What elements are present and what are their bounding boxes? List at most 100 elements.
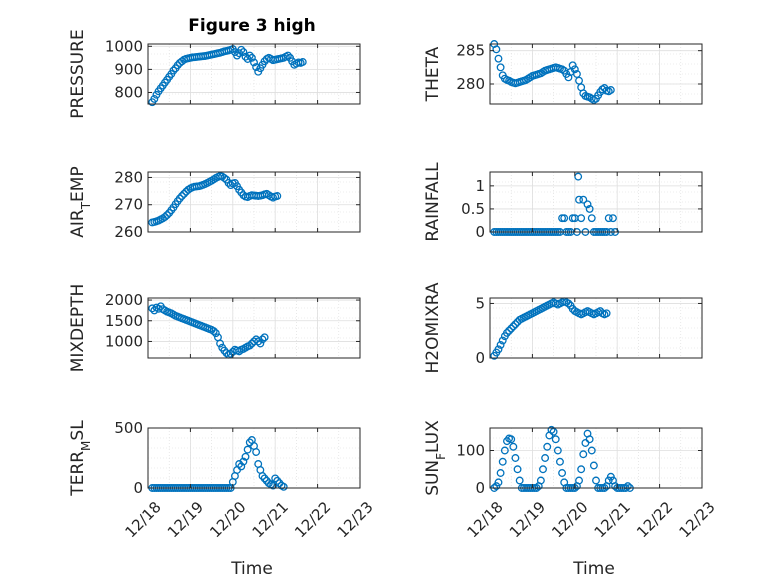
data-point <box>226 349 235 358</box>
data-point <box>252 448 261 456</box>
data-point <box>602 309 611 318</box>
data-point <box>173 61 182 70</box>
data-point <box>256 339 265 348</box>
data-point <box>492 45 501 54</box>
x-axis-label-left: Time <box>230 559 273 579</box>
panel-theta: 280 285 THETA <box>423 40 703 105</box>
data-point <box>585 435 594 444</box>
x-tick-label: 12/19 <box>164 498 207 541</box>
data-point <box>247 53 256 62</box>
data-point <box>583 200 592 209</box>
x-tick-label: 12/22 <box>633 498 676 541</box>
data-point <box>547 425 556 434</box>
axes-box <box>489 171 703 233</box>
data-point <box>609 214 617 223</box>
data-point <box>496 469 505 477</box>
data-point <box>589 461 598 470</box>
data-point <box>564 299 573 308</box>
y-tick-label: 1 <box>475 177 485 195</box>
data-point <box>536 476 545 485</box>
data-point <box>258 335 267 344</box>
y-tick-label: 0 <box>475 479 485 497</box>
data-point <box>579 450 588 459</box>
data-point <box>283 51 292 60</box>
data-point <box>175 194 184 203</box>
data-point <box>511 320 520 329</box>
data-point <box>150 94 159 103</box>
axes-box <box>489 427 703 489</box>
data-point <box>592 476 600 485</box>
data-point <box>496 63 505 72</box>
data-point <box>623 482 632 491</box>
x-tick-label: 12/22 <box>291 498 334 541</box>
data-point <box>585 204 594 213</box>
data-point <box>570 65 579 74</box>
x-tick-label: 12/18 <box>463 498 506 541</box>
data-point <box>556 457 564 466</box>
x-tick-label: 12/23 <box>675 498 718 541</box>
y-tick-label: 0 <box>133 479 143 497</box>
panel-pressure: 800 900 1000 PRESSURE <box>68 29 361 119</box>
data-point <box>541 454 550 462</box>
data-point <box>245 341 254 350</box>
panel-h2omixra: 0 5 H2OMIXRA <box>423 282 703 374</box>
data-point <box>209 327 218 336</box>
data-point <box>507 324 516 333</box>
data-point <box>606 86 615 94</box>
data-point <box>243 445 252 454</box>
data-point <box>575 476 583 485</box>
data-point <box>180 189 188 198</box>
x-tick-label: 12/21 <box>249 498 292 541</box>
y-axis-label: RAINFALL <box>423 162 443 242</box>
y-tick-label: 1000 <box>105 332 143 350</box>
data-point <box>273 476 282 485</box>
y-axis-label: TERRMSL <box>68 420 93 497</box>
data-point <box>558 469 567 477</box>
data-point <box>260 333 269 342</box>
data-point <box>177 192 186 200</box>
data-point <box>511 454 520 462</box>
data-point <box>503 328 511 337</box>
data-point <box>553 446 562 455</box>
data-point <box>560 214 569 223</box>
data-point <box>235 347 244 356</box>
data-point <box>241 452 250 461</box>
y-tick-label: 280 <box>114 168 143 186</box>
data-point <box>494 478 503 487</box>
y-axis-label: PRESSURE <box>68 29 88 118</box>
data-point <box>494 54 503 63</box>
data-point <box>177 57 186 66</box>
data-point <box>587 214 596 223</box>
data-point <box>163 211 172 220</box>
panel-terr-msl: 0 500 12/18 12/19 12/20 12/21 12/22 12/23 TERRMS… <box>68 419 377 541</box>
data-point <box>575 195 583 204</box>
data-point <box>169 66 178 75</box>
data-point <box>507 435 516 444</box>
data-point <box>245 51 254 60</box>
panel-rainfall: 0 0.5 1 RAINFALL <box>423 162 703 242</box>
data-point <box>279 482 288 491</box>
data-point <box>273 192 282 200</box>
data-point <box>254 337 263 346</box>
data-point <box>587 446 596 455</box>
data-point <box>250 58 258 67</box>
data-point <box>260 474 269 483</box>
data-point <box>233 51 241 60</box>
x-tick-label: 12/23 <box>333 498 376 541</box>
data-point <box>211 329 220 338</box>
y-tick-label: 260 <box>114 223 143 241</box>
data-point <box>237 462 246 471</box>
data-point <box>509 322 518 331</box>
data-point <box>568 61 577 70</box>
data-point <box>575 76 583 85</box>
data-point <box>500 446 509 455</box>
data-point <box>574 172 583 181</box>
y-tick-label: 500 <box>114 419 143 437</box>
panel-sun-flux: 0 100 12/18 12/19 12/20 12/21 12/22 12/23 SUNFLU… <box>423 420 719 541</box>
data-point <box>513 465 522 474</box>
x-tick-label: 12/19 <box>506 498 549 541</box>
data-point <box>258 472 267 480</box>
x-tick-label: 12/21 <box>591 498 634 541</box>
